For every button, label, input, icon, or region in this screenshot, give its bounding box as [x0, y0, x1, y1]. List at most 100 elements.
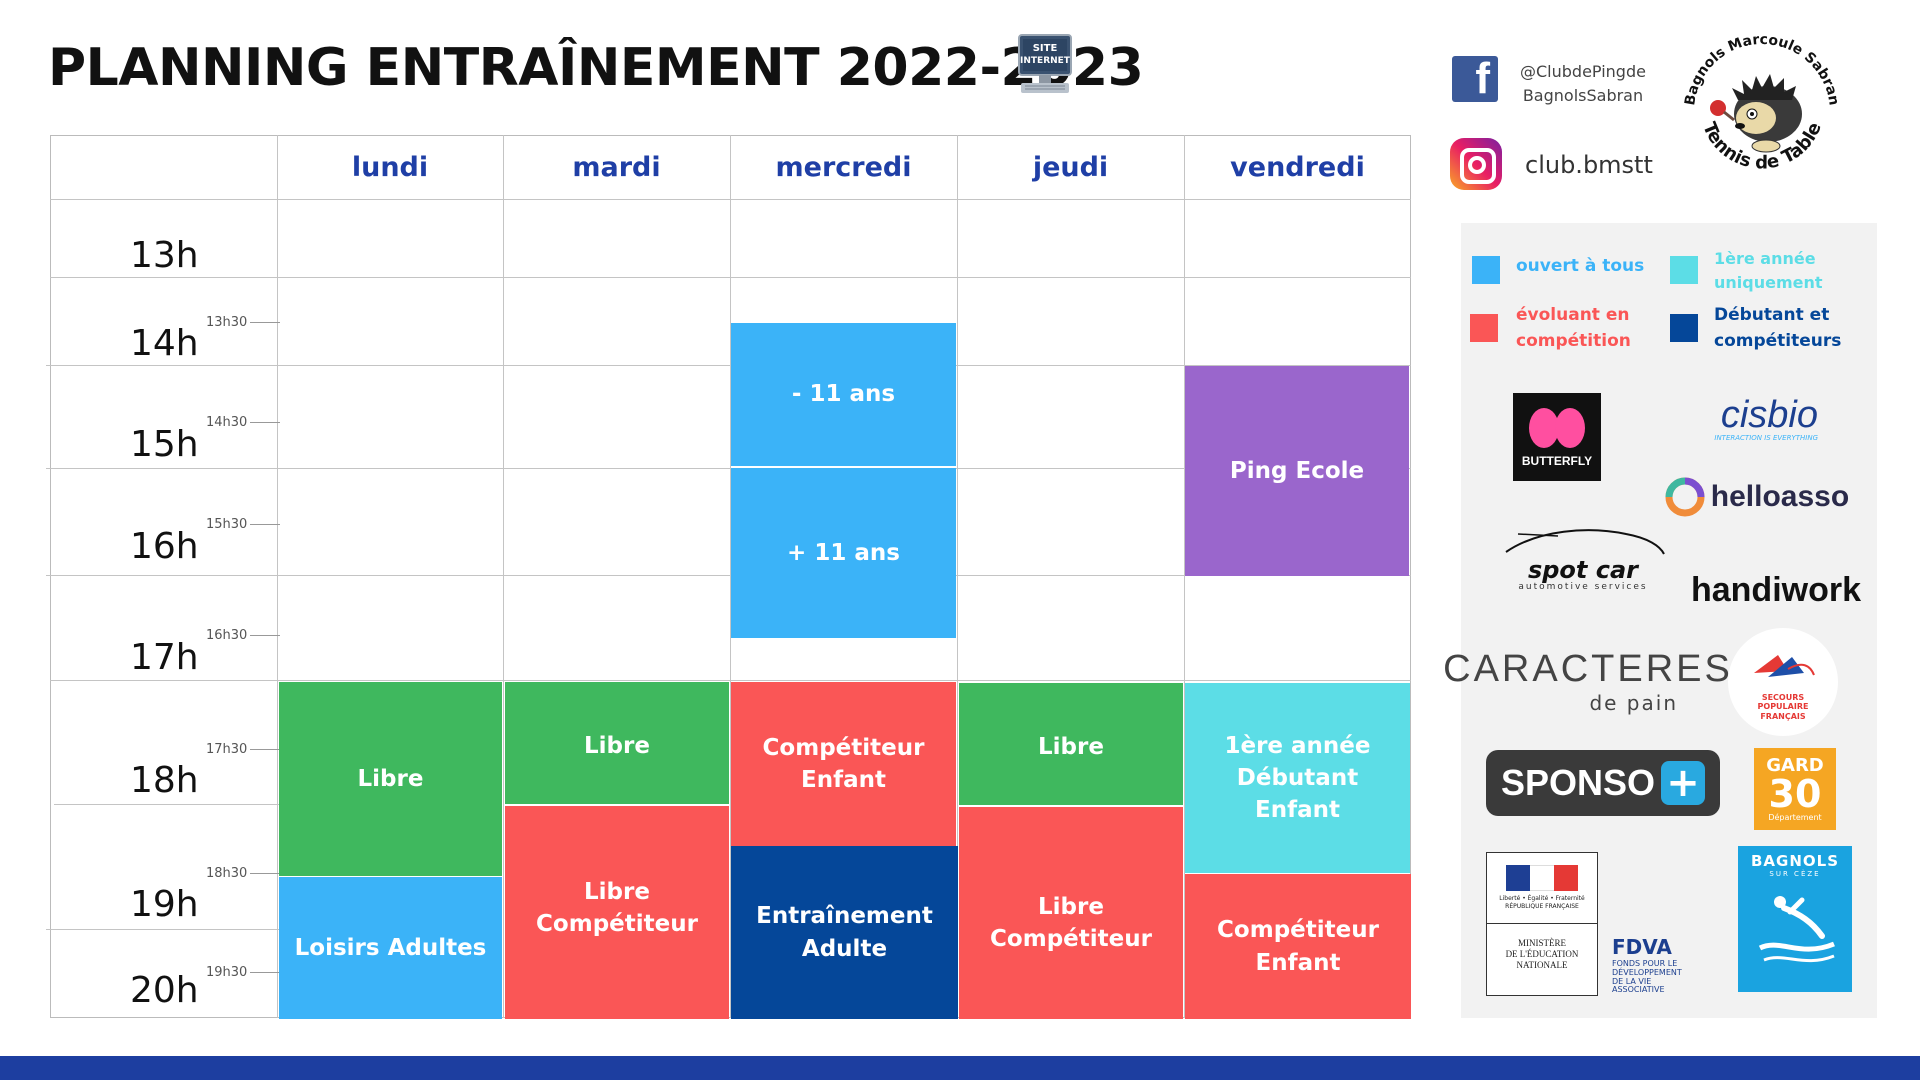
hour-label: 17h — [130, 637, 199, 678]
grid-line — [730, 135, 731, 1018]
grid-line — [1184, 135, 1185, 1018]
gard-sub: Département — [1768, 812, 1822, 822]
dove-icon — [1754, 654, 1815, 677]
half-hour-label: 16h30 — [206, 628, 248, 643]
session-block[interactable]: Libre — [505, 682, 729, 804]
session-block[interactable]: - 11 ans — [731, 323, 956, 466]
hour-label: 20h — [130, 970, 199, 1011]
half-hour-tick — [250, 749, 280, 750]
site-label-line2: INTERNET — [1020, 56, 1070, 66]
half-hour-label: 18h30 — [206, 866, 248, 881]
computer-icon[interactable]: SITE INTERNET — [1017, 33, 1073, 97]
hour-label: 18h — [130, 760, 199, 801]
site-label-line1: SITE — [1032, 43, 1058, 54]
half-hour-tick — [250, 524, 280, 525]
facebook-icon: f — [1452, 54, 1498, 103]
half-hour-tick — [250, 972, 280, 973]
legend-label-ouvert: ouvert à tous — [1516, 256, 1645, 276]
session-block[interactable]: Loisirs Adultes — [279, 877, 502, 1019]
swimmer-icon — [1758, 896, 1835, 963]
cisbio-label: cisbio — [1720, 394, 1818, 436]
day-header-jeudi: jeudi — [1032, 151, 1109, 183]
half-hour-label: 13h30 — [206, 315, 248, 330]
half-hour-tick — [250, 635, 280, 636]
helloasso-icon — [1665, 477, 1705, 517]
hour-label: 15h — [130, 424, 199, 465]
page-title: PLANNING ENTRAÎNEMENT 2022-2023 — [48, 38, 1144, 98]
cisbio-tagline: INTERACTION IS EVERYTHING — [1714, 434, 1818, 442]
half-hour-tick — [250, 873, 280, 874]
half-hour-label: 15h30 — [206, 517, 248, 532]
ministere-logo[interactable]: Liberté • Égalité • Fraternité RÉPUBLIQU… — [1486, 852, 1598, 996]
gard-logo[interactable]: GARD 30 Département — [1754, 748, 1836, 830]
caracteres-label: CARACTERES — [1443, 648, 1733, 691]
footer-bar — [0, 1056, 1920, 1080]
caracteres-logo[interactable]: CARACTERES de pain — [1443, 642, 1730, 722]
session-block[interactable]: Libre Compétiteur — [505, 806, 729, 1019]
handiwork-logo[interactable]: handiwork — [1686, 566, 1866, 614]
session-block[interactable]: Libre — [959, 683, 1183, 805]
day-header-mardi: mardi — [572, 151, 661, 183]
grid-line — [46, 575, 1411, 576]
facebook-link[interactable]: f — [1452, 54, 1498, 103]
facebook-handle[interactable]: @ClubdePingde BagnolsSabran — [1520, 62, 1646, 105]
fdva-sub: FONDS POUR LE DÉVELOPPEMENT DE LA VIE AS… — [1612, 958, 1682, 995]
spotcar-label: spot car — [1527, 556, 1639, 584]
grid-line — [46, 468, 1411, 469]
half-hour-label: 14h30 — [206, 415, 248, 430]
session-block[interactable]: Entraînement Adulte — [731, 846, 958, 1019]
republique-label: Liberté • Égalité • Fraternité RÉPUBLIQU… — [1499, 895, 1585, 910]
grid-line — [277, 135, 278, 1018]
handiwork-label: handiwork — [1690, 570, 1862, 609]
legend-swatch-premiere-annee — [1670, 256, 1698, 284]
hour-label: 16h — [130, 526, 199, 567]
butterfly-logo[interactable]: BUTTERFLY — [1513, 393, 1601, 481]
grid-line — [503, 135, 504, 1018]
butterfly-label: BUTTERFLY — [1521, 454, 1593, 468]
ministere-label: MINISTÈRE DE L'ÉDUCATION NATIONALE — [1505, 937, 1579, 971]
helloasso-label: helloasso — [1710, 480, 1850, 513]
caracteres-sub: de pain — [1589, 690, 1678, 715]
session-block[interactable]: + 11 ans — [731, 468, 956, 638]
gard-label: GARD — [1766, 754, 1824, 776]
hour-label: 19h — [130, 884, 199, 925]
grid-line — [46, 929, 280, 930]
session-block[interactable]: Libre — [279, 682, 502, 876]
day-header-lundi: lundi — [351, 151, 429, 183]
instagram-handle[interactable]: club.bmstt — [1525, 151, 1653, 179]
session-block[interactable]: Ping Ecole — [1185, 366, 1409, 576]
session-block[interactable]: Compétiteur Enfant — [1185, 874, 1411, 1019]
day-header-vendredi: vendredi — [1230, 151, 1365, 183]
instagram-link[interactable] — [1450, 138, 1502, 190]
secours-label: SECOURS POPULAIRE FRANÇAIS — [1757, 692, 1809, 721]
divider — [1487, 922, 1597, 924]
half-hour-label: 17h30 — [206, 742, 248, 757]
half-hour-tick — [250, 322, 280, 323]
car-silhouette-icon — [1505, 529, 1665, 555]
hour-label: 13h — [130, 235, 199, 276]
secours-populaire-logo[interactable]: SECOURS POPULAIRE FRANÇAIS — [1728, 628, 1838, 736]
sponso-logo[interactable]: SPONSO + — [1486, 750, 1720, 816]
legend-swatch-competition — [1470, 314, 1498, 342]
session-block[interactable]: Compétiteur Enfant — [731, 682, 956, 846]
legend-swatch-ouvert — [1472, 256, 1500, 284]
bagnols-logo[interactable]: BAGNOLS SUR CÈZE — [1738, 846, 1852, 992]
grid-line — [957, 135, 958, 1018]
gard-number: 30 — [1768, 771, 1822, 816]
helloasso-logo[interactable]: helloasso — [1656, 474, 1856, 520]
french-flag-icon — [1506, 865, 1578, 891]
bagnols-sub: SUR CÈZE — [1769, 870, 1821, 878]
club-logo: Bagnols Marcoule Sabran Tennis de Table — [1672, 22, 1852, 192]
legend-swatch-debutant — [1670, 314, 1698, 342]
legend-label-debutant: Débutant et compétiteurs — [1714, 305, 1842, 351]
fdva-logo[interactable]: FDVA FONDS POUR LE DÉVELOPPEMENT DE LA V… — [1612, 930, 1702, 1002]
half-hour-label: 19h30 — [206, 965, 248, 980]
bagnols-label: BAGNOLS — [1750, 852, 1840, 870]
spotcar-tagline: automotive services — [1518, 582, 1648, 592]
spotcar-logo[interactable]: spot car automotive services — [1498, 522, 1668, 592]
cisbio-logo[interactable]: cisbio INTERACTION IS EVERYTHING — [1688, 392, 1818, 446]
session-block[interactable]: Libre Compétiteur — [959, 807, 1183, 1019]
instagram-icon — [1450, 138, 1502, 190]
session-block[interactable]: 1ère année Débutant Enfant — [1185, 683, 1410, 873]
grid-line — [54, 804, 280, 805]
